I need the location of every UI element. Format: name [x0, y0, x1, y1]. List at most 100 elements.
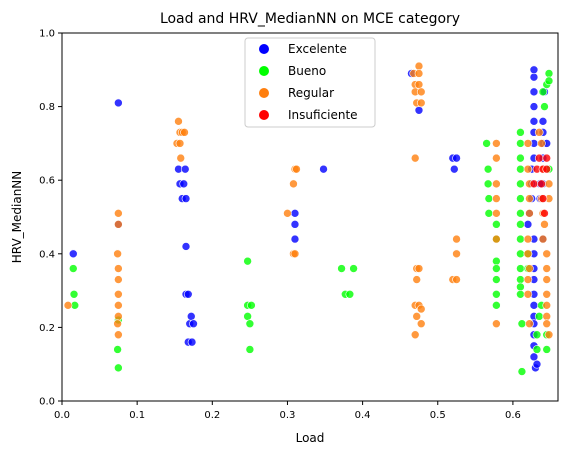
point-bueno-48 [534, 312, 544, 321]
point-excelente-44 [529, 301, 539, 310]
point-bueno-39 [516, 275, 525, 284]
point-regular-44 [452, 275, 461, 284]
legend-marker-excelente [259, 44, 269, 54]
point-bueno-33 [516, 194, 525, 203]
legend: Excelente Bueno Regular Insuficiente [244, 37, 376, 128]
x-tick-label-3: 0.3 [280, 410, 296, 421]
point-insuficiente-5 [538, 194, 548, 203]
point-bueno-29 [516, 139, 525, 148]
point-regular-33 [410, 153, 420, 163]
point-excelente-37 [529, 72, 539, 82]
point-regular-76 [542, 301, 552, 310]
point-regular-49 [492, 209, 501, 218]
point-regular-42 [416, 304, 426, 314]
point-bueno-28 [516, 128, 525, 137]
point-bueno-10 [247, 301, 256, 310]
point-regular-35 [414, 264, 424, 273]
point-regular-17 [175, 139, 185, 148]
point-bueno-5 [114, 363, 123, 373]
x-tick-label-1: 0.1 [129, 410, 145, 421]
point-bueno-38 [516, 264, 525, 273]
point-excelente-49 [529, 352, 539, 362]
point-regular-30 [414, 80, 424, 89]
point-regular-45 [452, 249, 461, 259]
point-regular-7 [114, 301, 123, 310]
point-regular-64 [525, 319, 534, 329]
point-regular-77 [542, 312, 552, 321]
point-excelente-6 [179, 179, 189, 189]
point-bueno-0 [68, 264, 78, 273]
point-regular-16 [176, 153, 186, 163]
point-bueno-30 [516, 153, 525, 163]
x-tick-label-6: 0.6 [505, 410, 521, 421]
point-excelente-7 [180, 164, 190, 174]
point-bueno-42 [517, 319, 527, 329]
point-regular-74 [542, 275, 552, 284]
point-regular-0 [63, 301, 73, 310]
point-regular-47 [492, 179, 501, 189]
point-regular-73 [542, 264, 552, 273]
point-excelente-9 [181, 242, 191, 251]
y-tick-label-2: 0.4 [39, 249, 55, 260]
point-regular-1 [114, 209, 123, 218]
point-regular-61 [525, 264, 534, 273]
point-bueno-23 [492, 256, 501, 266]
point-excelente-11 [183, 289, 193, 299]
point-bueno-15 [349, 264, 358, 273]
point-regular-72 [542, 249, 552, 259]
point-regular-3 [113, 249, 122, 259]
point-regular-18 [283, 209, 292, 218]
point-bueno-8 [243, 312, 252, 321]
point-excelente-8 [181, 194, 191, 203]
point-regular-32 [416, 98, 426, 108]
point-regular-31 [416, 87, 426, 97]
point-bueno-19 [484, 194, 494, 203]
point-regular-79 [544, 330, 554, 340]
points-layer [63, 61, 554, 376]
point-bueno-20 [484, 209, 494, 218]
y-tick-label-5: 1.0 [39, 29, 55, 40]
point-regular-58 [525, 209, 534, 218]
point-regular-50 [492, 234, 501, 244]
point-regular-70 [540, 220, 549, 229]
point-bueno-32 [516, 179, 525, 189]
point-regular-54 [523, 139, 533, 148]
point-bueno-14 [345, 289, 355, 299]
legend-marker-insuficiente [259, 110, 269, 120]
chart-title: Load and HRV_MedianNN on MCE category [160, 11, 460, 27]
point-bueno-1 [69, 289, 79, 299]
y-tick-label-1: 0.2 [39, 323, 55, 334]
point-excelente-1 [114, 98, 123, 108]
y-axis-label: HRV_MedianNN [10, 171, 24, 264]
point-regular-48 [492, 194, 501, 203]
point-regular-40 [410, 330, 420, 340]
plot-frame [61, 32, 559, 402]
point-insuficiente-7 [542, 164, 552, 174]
point-regular-10 [114, 330, 123, 340]
point-bueno-41 [516, 289, 525, 299]
point-excelente-52 [538, 117, 548, 126]
point-excelente-24 [452, 153, 461, 163]
point-regular-5 [114, 275, 123, 284]
point-regular-21 [289, 179, 298, 189]
point-excelente-36 [529, 87, 539, 97]
x-tick-label-0: 0.0 [54, 410, 70, 421]
legend-marker-bueno [259, 66, 269, 76]
point-regular-53 [492, 153, 501, 163]
point-bueno-43 [517, 367, 527, 376]
point-excelente-20 [319, 164, 328, 174]
point-regular-63 [523, 289, 533, 299]
point-insuficiente-2 [534, 153, 544, 163]
y-axis-ticks: 0.0 0.2 0.4 0.6 0.8 1.0 [39, 29, 62, 408]
point-bueno-53 [544, 69, 554, 78]
legend-box [244, 37, 376, 128]
point-regular-65 [534, 128, 544, 137]
x-tick-label-5: 0.5 [430, 410, 446, 421]
point-bueno-51 [540, 102, 549, 111]
point-excelente-51 [532, 359, 542, 369]
point-excelente-16 [187, 337, 197, 347]
point-bueno-40 [516, 282, 525, 292]
point-regular-28 [414, 61, 424, 71]
x-axis-ticks: 0.0 0.1 0.2 0.3 0.4 0.5 0.6 [54, 401, 521, 421]
point-excelente-13 [186, 312, 196, 321]
